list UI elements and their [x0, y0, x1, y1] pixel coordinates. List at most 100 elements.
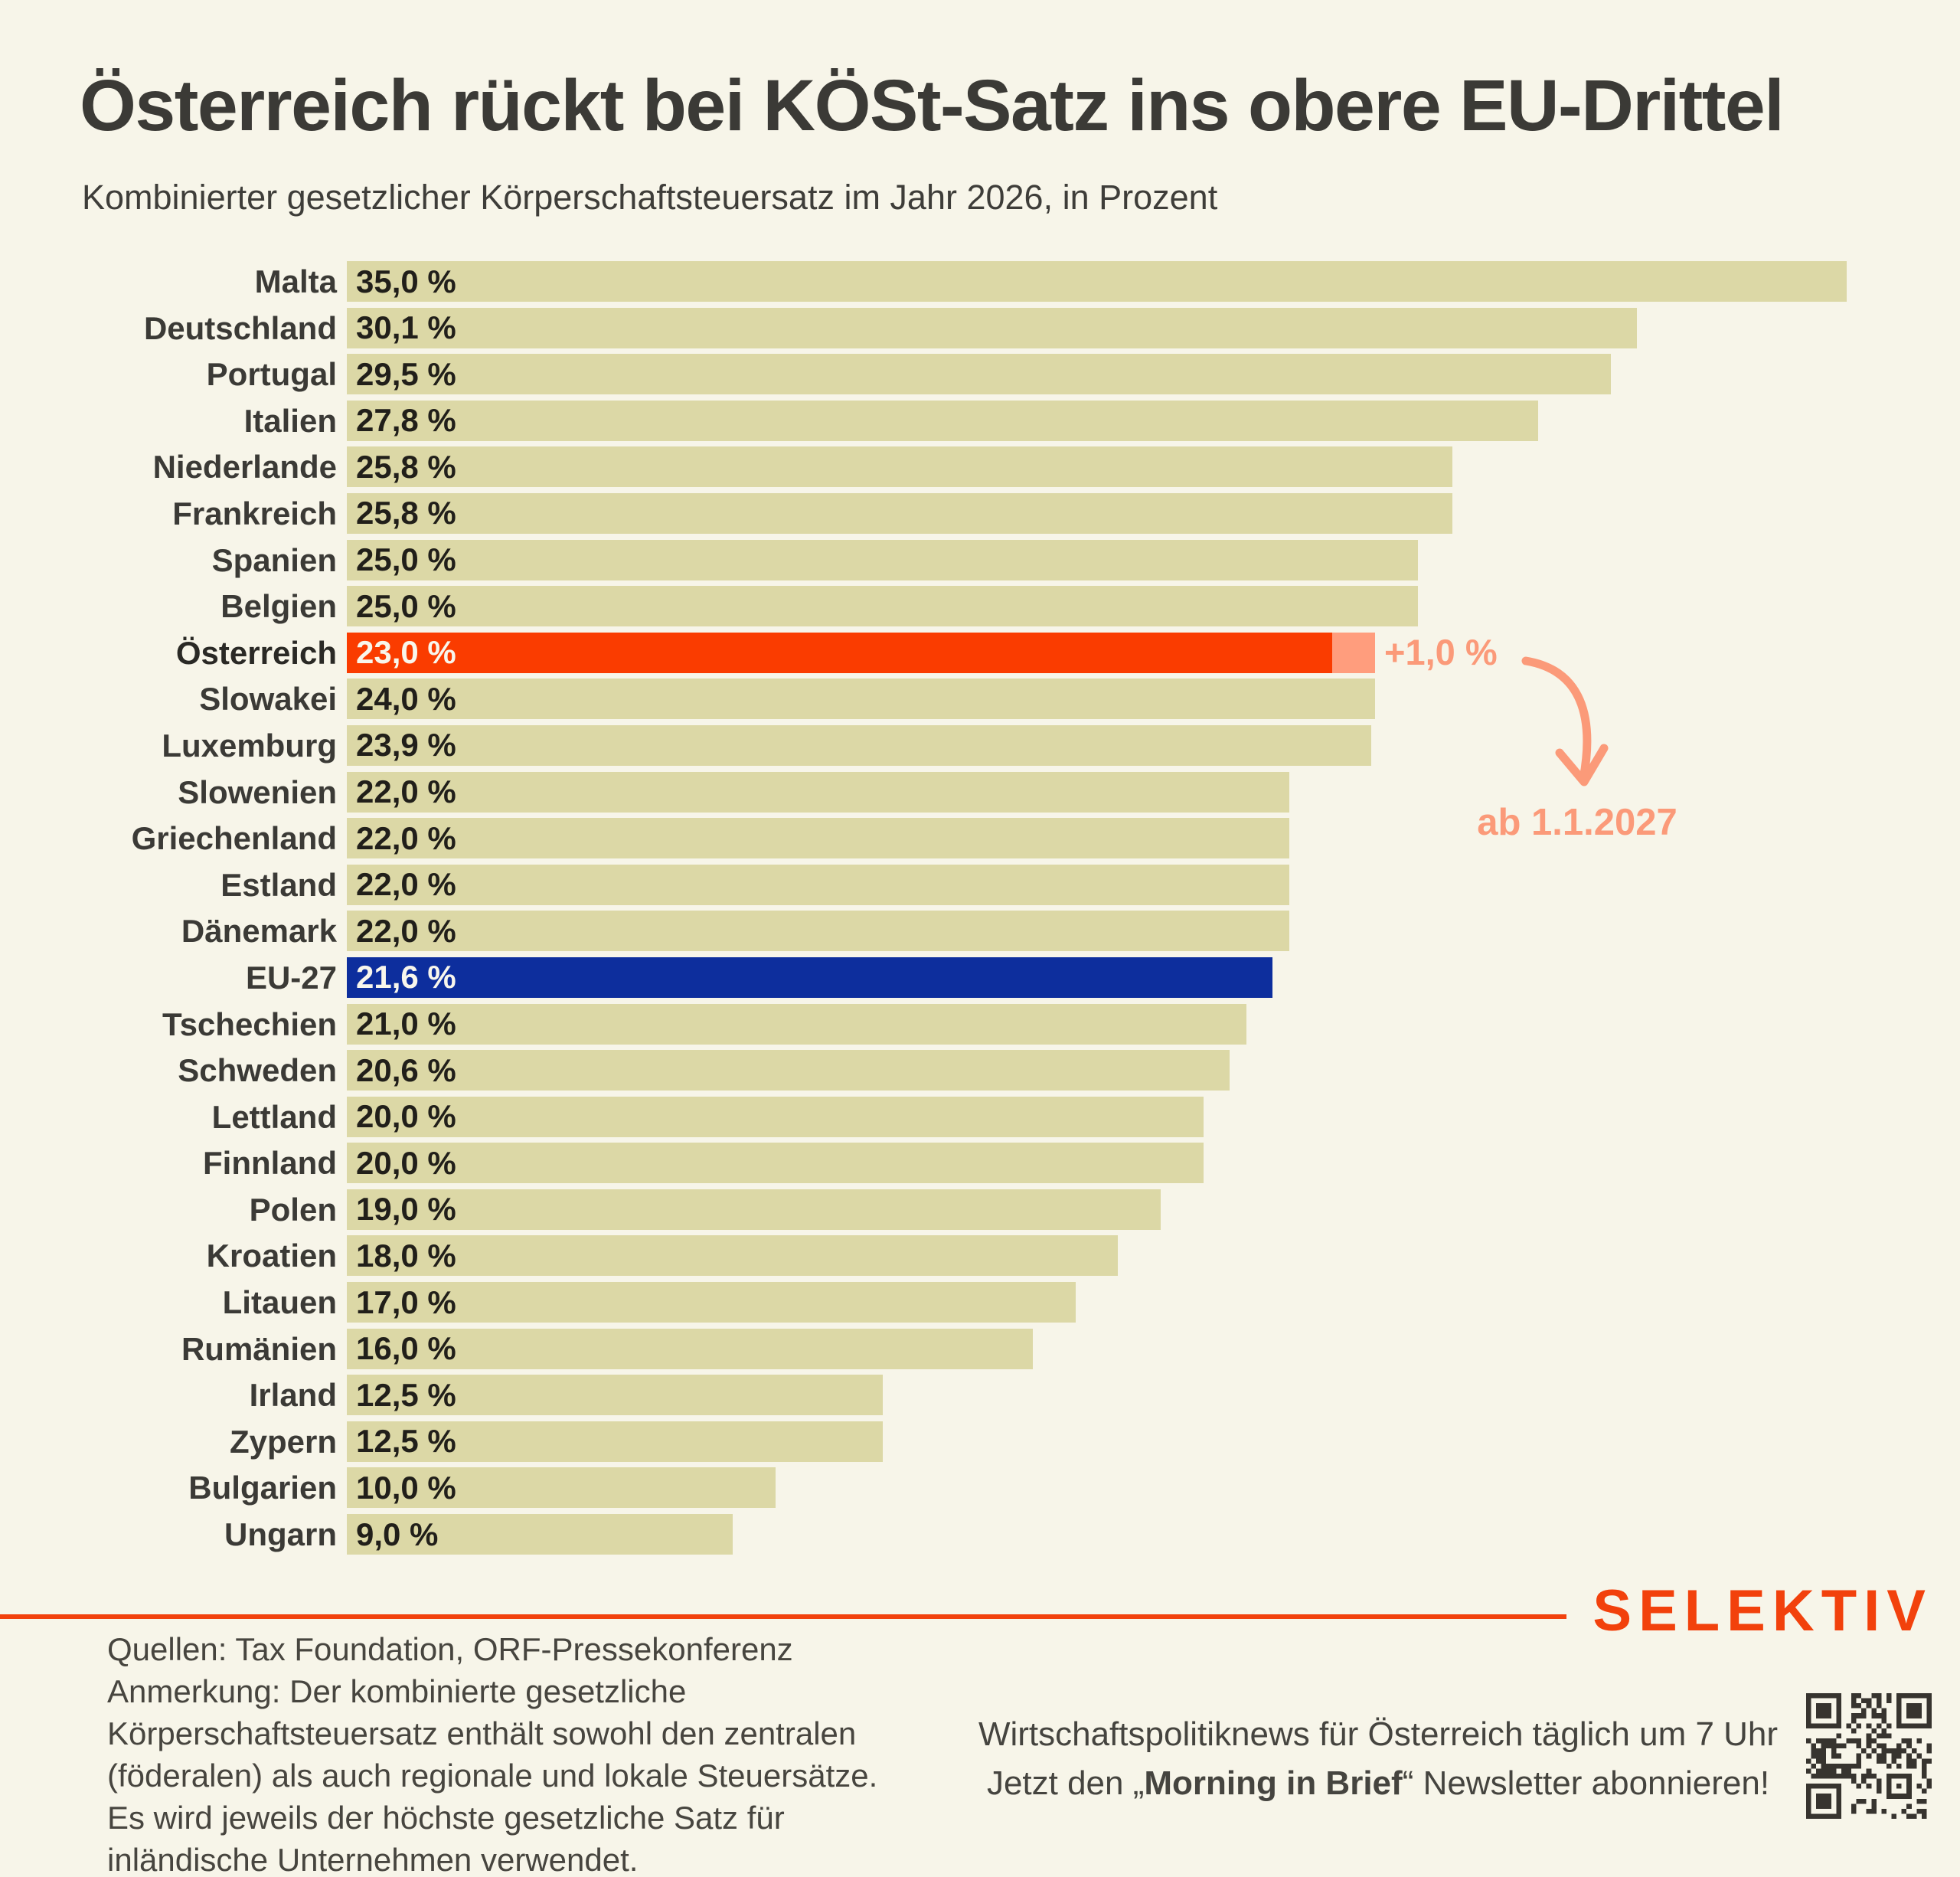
bar-area: 9,0 % — [347, 1514, 733, 1555]
chart-row: Tschechien 21,0 % — [0, 1003, 1847, 1045]
country-label: Österreich — [175, 634, 337, 671]
country-label: Bulgarien — [188, 1470, 337, 1506]
bar-area: 25,0 % — [347, 539, 1419, 580]
bar-area: 27,8 % — [347, 400, 1538, 441]
chart-row: Luxemburg 23,9 % — [0, 724, 1847, 766]
country-label: Luxemburg — [162, 727, 337, 764]
chart-row: Österreich 23,0 % — [0, 632, 1847, 673]
chart-row: Rumänien 16,0 % — [0, 1328, 1847, 1369]
chart-row: Slowakei 24,0 % — [0, 679, 1847, 720]
newsletter-line1: Wirtschaftspolitiknews für Österreich tä… — [978, 1715, 1779, 1753]
bar-area: 35,0 % — [347, 261, 1847, 302]
chart-row: Polen 19,0 % — [0, 1189, 1847, 1230]
bar-spanien: 25,0 % — [347, 539, 1419, 580]
chart-row: Deutschland 30,1 % — [0, 307, 1847, 348]
chart-row: Lettland 20,0 % — [0, 1096, 1847, 1137]
chart-row: Italien 27,8 % — [0, 400, 1847, 441]
country-label: Deutschland — [143, 309, 337, 346]
bar-polen: 19,0 % — [347, 1189, 1161, 1230]
chart-row: EU-27 21,6 % — [0, 956, 1847, 998]
bar-area: 20,0 % — [347, 1143, 1204, 1184]
chart-row: Portugal 29,5 % — [0, 354, 1847, 395]
newsletter-line2: Jetzt den „Morning in Brief“ Newsletter … — [986, 1764, 1770, 1802]
bar-area: 25,0 % — [347, 586, 1419, 627]
bar-tschechien: 21,0 % — [347, 1003, 1247, 1045]
chart-row: Litauen 17,0 % — [0, 1282, 1847, 1323]
bar-ungarn: 9,0 % — [347, 1514, 733, 1555]
value-label: 19,0 % — [356, 1191, 456, 1228]
value-label: 10,0 % — [356, 1469, 456, 1506]
chart-row: Estland 22,0 % — [0, 864, 1847, 905]
value-label: 35,0 % — [356, 263, 456, 299]
country-label: Kroatien — [206, 1238, 337, 1274]
chart-row: Malta 35,0 % — [0, 261, 1847, 302]
value-label: 20,0 % — [356, 1144, 456, 1181]
country-label: Niederlande — [152, 449, 337, 486]
bar-portugal: 29,5 % — [347, 354, 1612, 395]
bar-zypern: 12,5 % — [347, 1421, 883, 1462]
bar-eu-27: 21,6 % — [347, 956, 1272, 998]
bar-luxemburg: 23,9 % — [347, 724, 1371, 766]
value-label: 9,0 % — [356, 1516, 439, 1552]
chart-row: Zypern 12,5 % — [0, 1421, 1847, 1462]
bar-area: 21,6 % — [347, 956, 1272, 998]
bar-area: 22,0 % — [347, 911, 1290, 952]
country-label: Portugal — [206, 356, 337, 393]
bar-malta: 35,0 % — [347, 261, 1847, 302]
chart-row: Niederlande 25,8 % — [0, 446, 1847, 488]
bar-area: 29,5 % — [347, 354, 1612, 395]
country-label: Spanien — [211, 541, 337, 578]
qr-code — [1806, 1693, 1932, 1819]
bar-irland: 12,5 % — [347, 1375, 883, 1416]
value-label: 30,1 % — [356, 309, 456, 346]
value-label: 22,0 % — [356, 912, 456, 949]
bar-chart: Malta 35,0 % Deutschland 30,1 % Portugal 29,5… — [0, 261, 1847, 1555]
austria-increase-extension — [1332, 632, 1376, 673]
value-label: 22,0 % — [356, 773, 456, 810]
selektiv-logo: SELEKTIV — [1592, 1578, 1932, 1643]
bar-area: 24,0 % — [347, 679, 1376, 720]
chart-row: Belgien 25,0 % — [0, 586, 1847, 627]
bar-slowenien: 22,0 % — [347, 771, 1290, 813]
bar-area: 22,0 % — [347, 771, 1290, 813]
country-label: Malta — [254, 263, 337, 299]
bar--sterreich: 23,0 % — [347, 632, 1333, 673]
chart-row: Bulgarien 10,0 % — [0, 1467, 1847, 1509]
country-label: Rumänien — [181, 1330, 337, 1367]
country-label: Polen — [249, 1191, 337, 1228]
increase-arrow-icon — [1521, 656, 1609, 786]
bar-frankreich: 25,8 % — [347, 492, 1453, 534]
bar-d-nemark: 22,0 % — [347, 911, 1290, 952]
bar-area: 23,9 % — [347, 724, 1371, 766]
bar-area: 12,5 % — [347, 1375, 883, 1416]
value-label: 12,5 % — [356, 1423, 456, 1460]
chart-row: Finnland 20,0 % — [0, 1143, 1847, 1184]
bar-litauen: 17,0 % — [347, 1282, 1076, 1323]
chart-row: Kroatien 18,0 % — [0, 1235, 1847, 1277]
bar-rum-nien: 16,0 % — [347, 1328, 1033, 1369]
value-label: 25,8 % — [356, 495, 456, 531]
bar-area: 19,0 % — [347, 1189, 1161, 1230]
country-label: Griechenland — [131, 820, 337, 857]
value-label: 25,8 % — [356, 448, 456, 485]
bar-bulgarien: 10,0 % — [347, 1467, 776, 1509]
value-label: 21,6 % — [356, 959, 456, 996]
chart-row: Griechenland 22,0 % — [0, 818, 1847, 859]
bar-area: 25,8 % — [347, 446, 1453, 488]
value-label: 17,0 % — [356, 1283, 456, 1320]
bar-area: 30,1 % — [347, 307, 1637, 348]
bar-area: 10,0 % — [347, 1467, 776, 1509]
value-label: 18,0 % — [356, 1237, 456, 1274]
sources-line: Quellen: Tax Foundation, ORF-Pressekonfe… — [107, 1631, 793, 1667]
bar-area: 16,0 % — [347, 1328, 1033, 1369]
bar-niederlande: 25,8 % — [347, 446, 1453, 488]
country-label: Tschechien — [162, 1006, 337, 1042]
chart-row: Schweden 20,6 % — [0, 1050, 1847, 1091]
country-label: Dänemark — [181, 913, 337, 950]
value-label: 25,0 % — [356, 587, 456, 624]
chart-row: Spanien 25,0 % — [0, 539, 1847, 580]
country-label: Belgien — [220, 588, 337, 625]
value-label: 23,0 % — [356, 634, 456, 671]
value-label: 21,0 % — [356, 1006, 456, 1042]
